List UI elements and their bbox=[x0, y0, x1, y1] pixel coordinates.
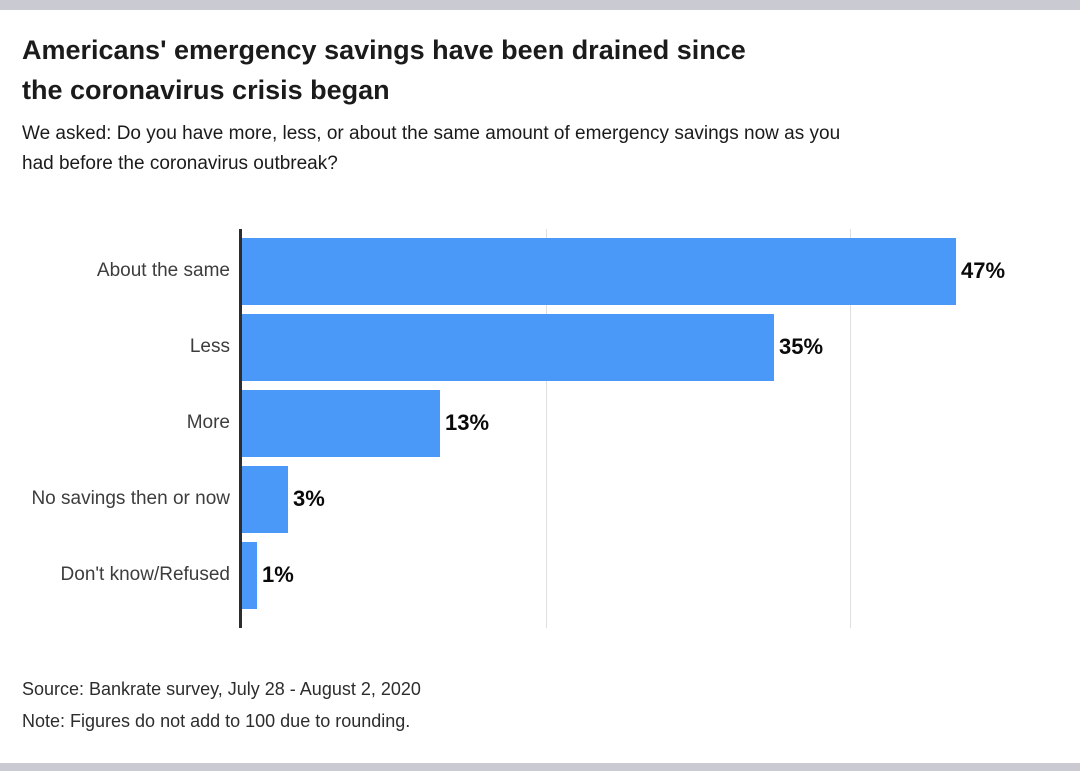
bar-area: 1% bbox=[242, 541, 1080, 609]
chart-row: No savings then or now 3% bbox=[0, 461, 1080, 537]
bar bbox=[242, 237, 956, 305]
chart-row: Less 35% bbox=[0, 309, 1080, 385]
category-label: About the same bbox=[96, 259, 230, 281]
bar bbox=[242, 389, 440, 457]
value-label: 35% bbox=[779, 334, 824, 359]
category-label: Less bbox=[189, 335, 230, 357]
chart-title: Americans' emergency savings have been d… bbox=[22, 30, 746, 110]
chart-subtitle-line-1: We asked: Do you have more, less, or abo… bbox=[22, 123, 841, 144]
gridline-40pct bbox=[850, 229, 851, 628]
chart-row: About the same 47% bbox=[0, 233, 1080, 309]
top-border-strip bbox=[0, 0, 1080, 10]
gridline-20pct bbox=[546, 229, 547, 628]
bar bbox=[242, 541, 257, 609]
source-text: Source: Bankrate survey, July 28 - Augus… bbox=[22, 679, 421, 699]
chart-title-line-1: Americans' emergency savings have been d… bbox=[22, 35, 746, 65]
value-label: 3% bbox=[293, 486, 325, 511]
bar-area: 13% bbox=[242, 389, 1080, 457]
value-label: 47% bbox=[961, 258, 1006, 283]
chart-title-line-2: the coronavirus crisis began bbox=[22, 75, 390, 105]
category-label: Don't know/Refused bbox=[60, 563, 230, 585]
value-label: 1% bbox=[262, 562, 294, 587]
y-axis-line bbox=[239, 229, 242, 628]
chart-subtitle: We asked: Do you have more, less, or abo… bbox=[22, 119, 840, 179]
bar bbox=[242, 465, 288, 533]
note-text: Note: Figures do not add to 100 due to r… bbox=[22, 711, 411, 731]
bar-chart: About the same 47% Less 35% More 13% No saving… bbox=[0, 229, 1080, 628]
category-label: No savings then or now bbox=[31, 487, 230, 509]
bar bbox=[242, 313, 774, 381]
bottom-border-strip bbox=[0, 763, 1080, 771]
chart-rows: About the same 47% Less 35% More 13% No saving… bbox=[0, 233, 1080, 613]
bar-area: 35% bbox=[242, 313, 1080, 381]
bar-area: 47% bbox=[242, 237, 1080, 305]
category-label: More bbox=[186, 411, 230, 433]
chart-row: Don't know/Refused 1% bbox=[0, 537, 1080, 613]
value-label: 13% bbox=[445, 410, 490, 435]
chart-subtitle-line-2: had before the coronavirus outbreak? bbox=[22, 153, 338, 174]
chart-row: More 13% bbox=[0, 385, 1080, 461]
bar-area: 3% bbox=[242, 465, 1080, 533]
